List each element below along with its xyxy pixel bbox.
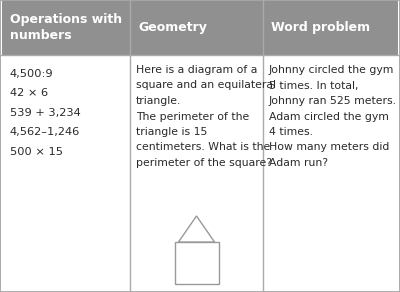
Text: 4 times.: 4 times.	[269, 127, 313, 137]
Text: 42 × 6: 42 × 6	[10, 88, 48, 98]
Text: Here is a diagram of a: Here is a diagram of a	[136, 65, 257, 75]
Text: perimeter of the square?: perimeter of the square?	[136, 158, 272, 168]
Text: Word problem: Word problem	[271, 21, 370, 34]
Text: Geometry: Geometry	[138, 21, 207, 34]
Bar	[130, 0, 263, 55]
Bar	[263, 0, 398, 55]
Text: 4,562–1,246: 4,562–1,246	[10, 128, 80, 138]
Text: centimeters. What is the: centimeters. What is the	[136, 142, 270, 152]
Text: triangle.: triangle.	[136, 96, 181, 106]
Text: square and an equilateral: square and an equilateral	[136, 81, 276, 91]
Text: Operations with
numbers: Operations with numbers	[10, 13, 122, 42]
Text: How many meters did: How many meters did	[269, 142, 389, 152]
Bar	[174, 242, 218, 284]
Text: The perimeter of the: The perimeter of the	[136, 112, 249, 121]
Text: Adam circled the gym: Adam circled the gym	[269, 112, 389, 121]
Text: triangle is 15: triangle is 15	[136, 127, 207, 137]
Polygon shape	[178, 216, 214, 242]
Text: 539 + 3,234: 539 + 3,234	[10, 108, 81, 118]
Text: 500 × 15: 500 × 15	[10, 147, 63, 157]
Text: Adam run?: Adam run?	[269, 158, 328, 168]
Text: 5 times. In total,: 5 times. In total,	[269, 81, 358, 91]
Text: Johnny ran 525 meters.: Johnny ran 525 meters.	[269, 96, 397, 106]
Bar	[2, 0, 130, 55]
Text: Johnny circled the gym: Johnny circled the gym	[269, 65, 394, 75]
Text: 4,500:9: 4,500:9	[10, 69, 54, 79]
